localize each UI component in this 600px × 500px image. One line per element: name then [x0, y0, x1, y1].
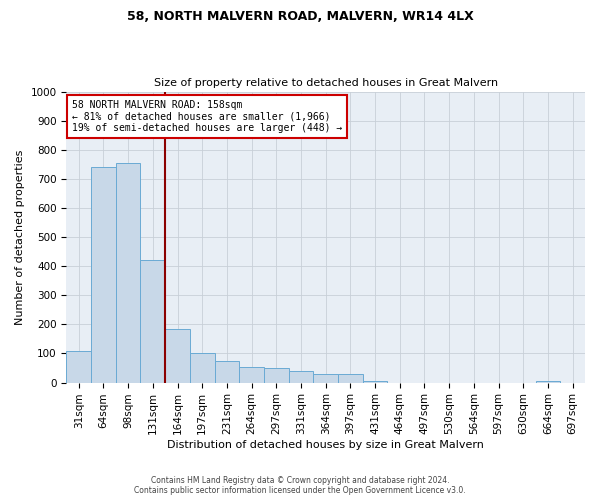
Bar	[289, 371, 313, 382]
Bar	[239, 366, 264, 382]
Bar	[215, 361, 239, 382]
Bar	[140, 260, 165, 382]
Bar	[165, 329, 190, 382]
Text: Contains HM Land Registry data © Crown copyright and database right 2024.
Contai: Contains HM Land Registry data © Crown c…	[134, 476, 466, 495]
Text: 58 NORTH MALVERN ROAD: 158sqm
← 81% of detached houses are smaller (1,966)
19% o: 58 NORTH MALVERN ROAD: 158sqm ← 81% of d…	[71, 100, 342, 134]
Bar	[313, 374, 338, 382]
Bar	[536, 381, 560, 382]
Bar	[67, 350, 91, 382]
Bar	[91, 167, 116, 382]
Bar	[264, 368, 289, 382]
Title: Size of property relative to detached houses in Great Malvern: Size of property relative to detached ho…	[154, 78, 498, 88]
Bar	[338, 374, 363, 382]
Bar	[363, 381, 388, 382]
Bar	[190, 354, 215, 382]
Y-axis label: Number of detached properties: Number of detached properties	[15, 150, 25, 325]
Bar	[116, 163, 140, 382]
Text: 58, NORTH MALVERN ROAD, MALVERN, WR14 4LX: 58, NORTH MALVERN ROAD, MALVERN, WR14 4L…	[127, 10, 473, 23]
X-axis label: Distribution of detached houses by size in Great Malvern: Distribution of detached houses by size …	[167, 440, 484, 450]
